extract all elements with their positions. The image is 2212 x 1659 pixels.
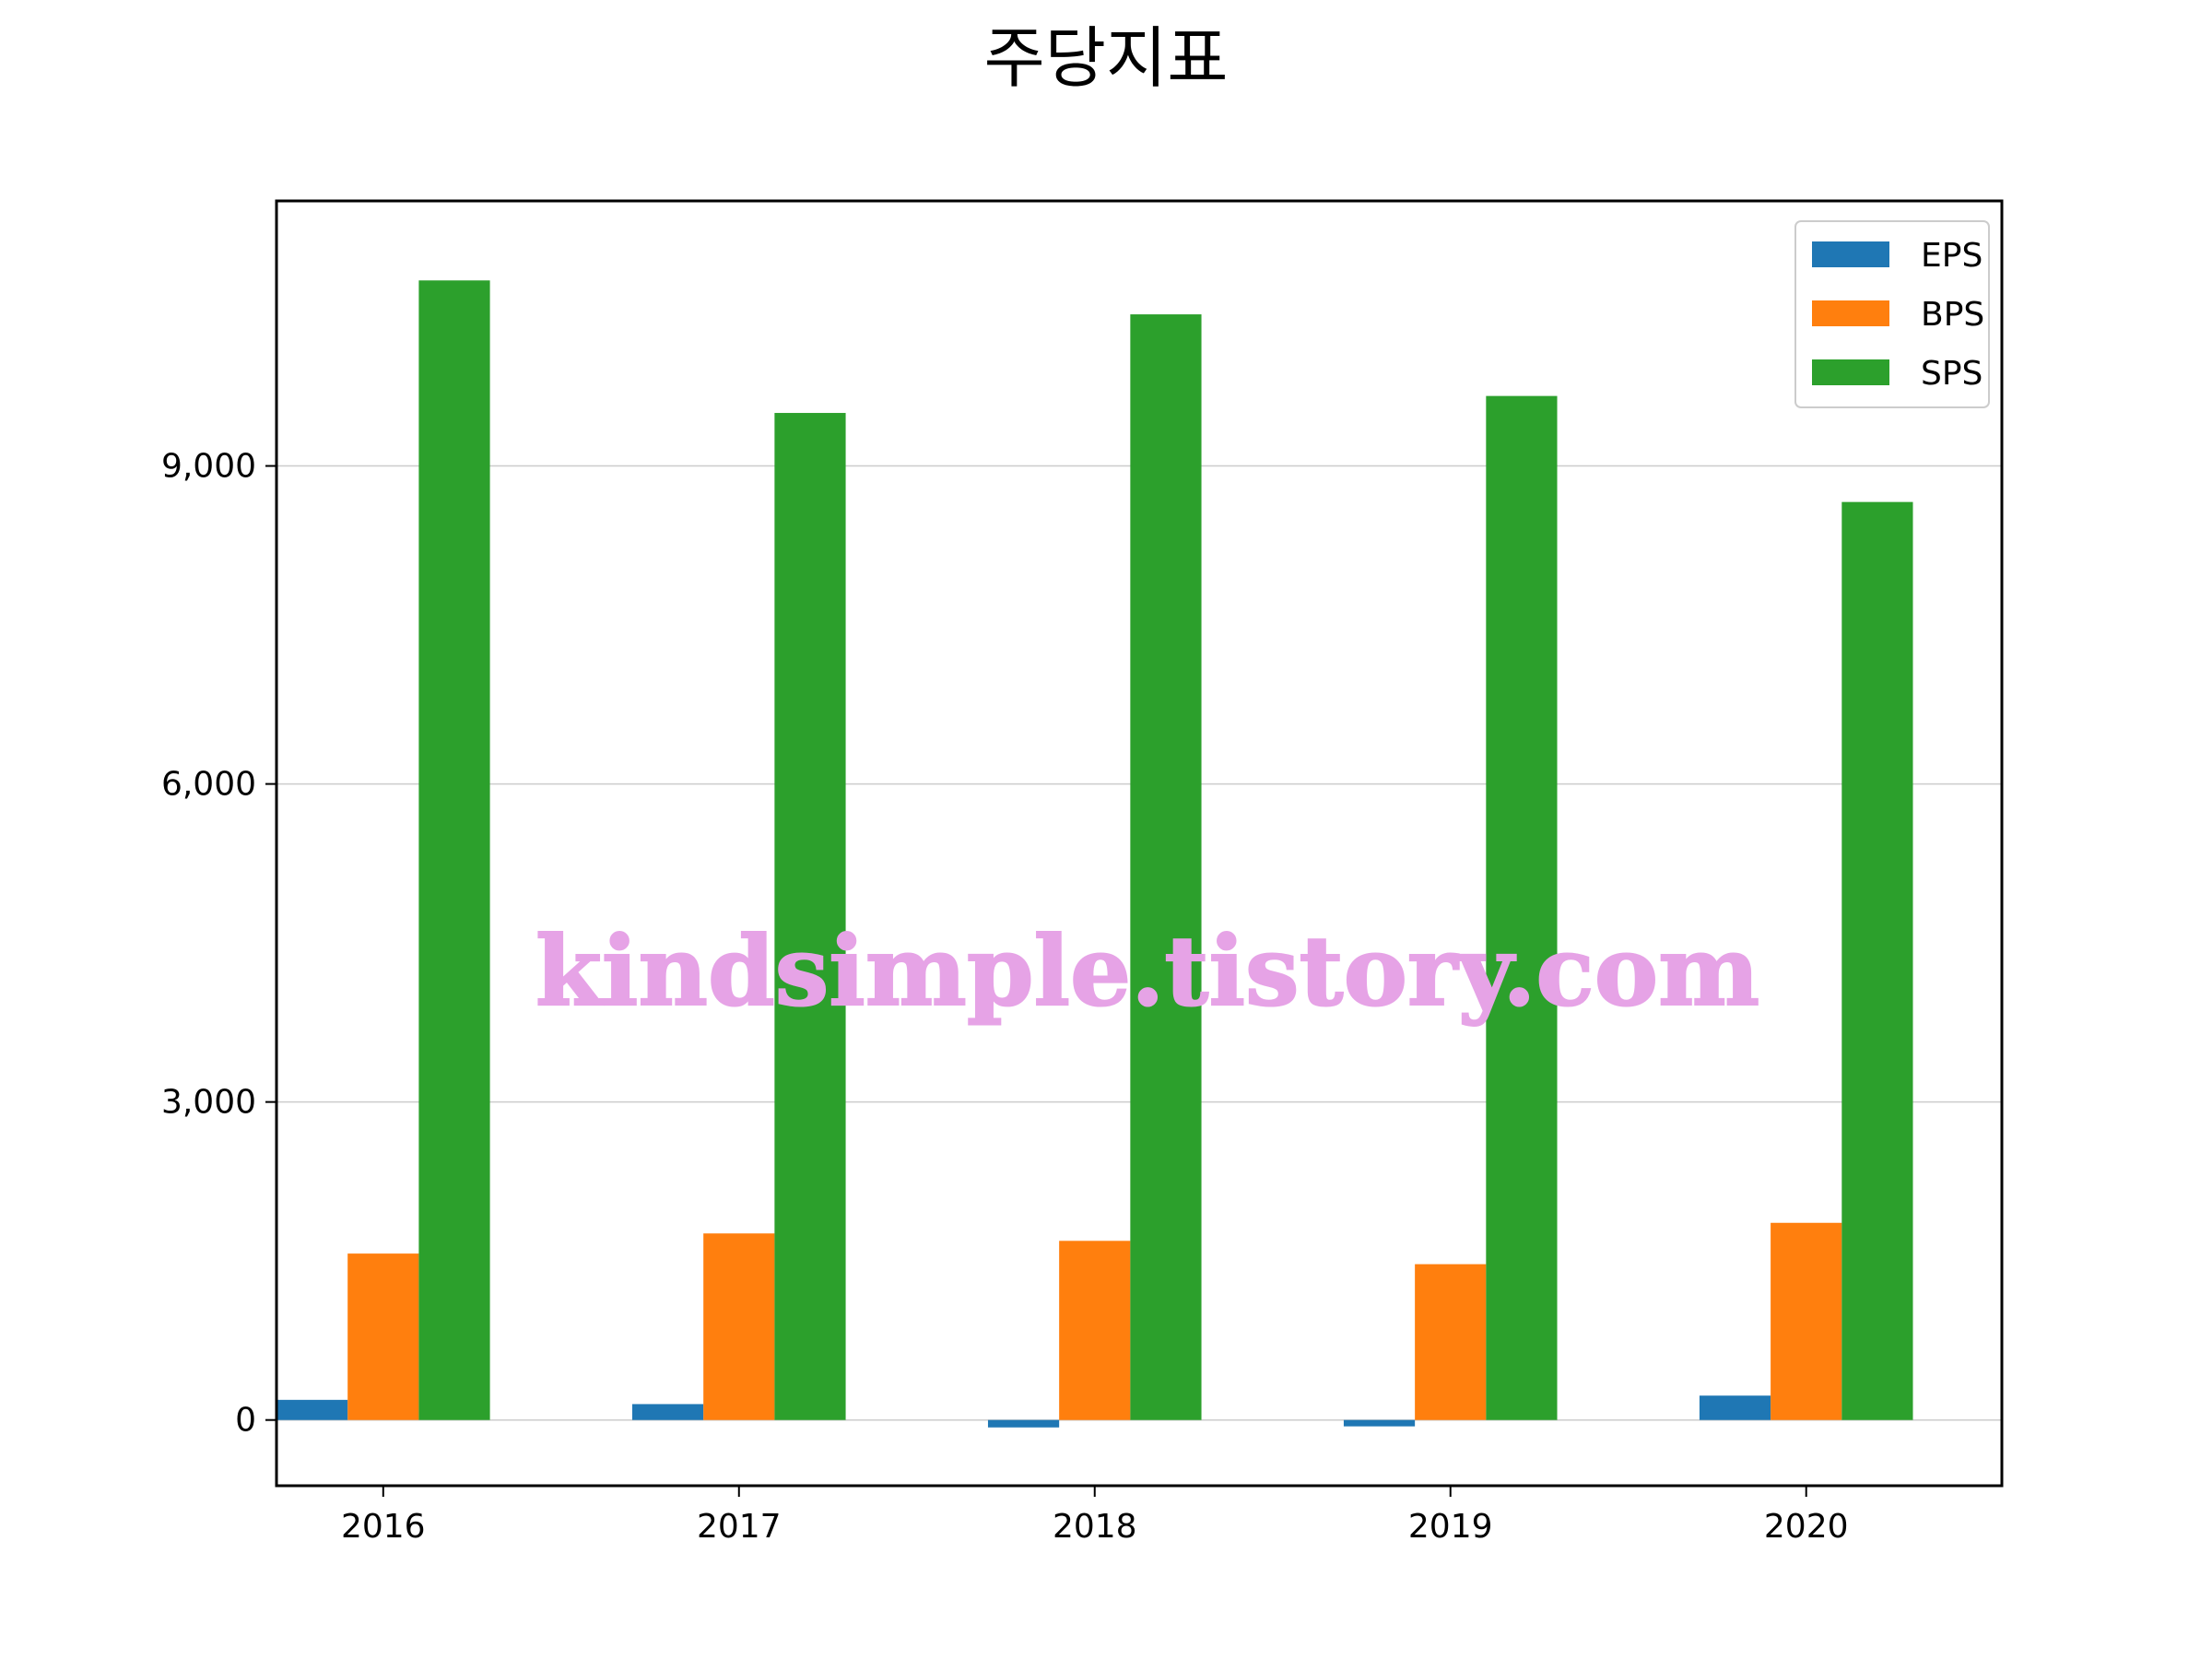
bar-sps-2018 (1130, 314, 1202, 1420)
legend-label-sps: SPS (1921, 355, 1983, 393)
x-tick-label: 2017 (697, 1508, 782, 1546)
legend: EPS BPS SPS (1794, 220, 1990, 408)
bar-bps-2018 (1059, 1241, 1131, 1420)
bar-sps-2017 (774, 413, 846, 1420)
legend-swatch-sps (1812, 359, 1889, 385)
y-tick-label: 9,000 (161, 448, 256, 486)
x-tick-label: 2018 (1053, 1508, 1137, 1546)
legend-swatch-eps (1812, 241, 1889, 267)
bar-eps-2016 (276, 1399, 348, 1420)
bar-sps-2016 (418, 280, 490, 1420)
legend-swatch-bps (1812, 300, 1889, 326)
y-tick-label: 0 (235, 1402, 256, 1440)
axis-ticks: 0 3,000 6,000 9,000 2016 2017 2018 2019 2020 (161, 448, 1849, 1546)
bar-bps-2017 (703, 1233, 775, 1420)
bar-eps-2020 (1699, 1395, 1771, 1420)
y-tick-label: 3,000 (161, 1084, 256, 1122)
plot-frame (275, 199, 2004, 1488)
bar-sps-2020 (1841, 501, 1913, 1420)
bar-eps-2018 (987, 1419, 1060, 1428)
bar-eps-2017 (631, 1404, 704, 1420)
bar-eps-2019 (1343, 1419, 1416, 1427)
watermark-text: kindsimple.tistory.com (535, 914, 1759, 1028)
bar-bps-2020 (1771, 1222, 1842, 1420)
bar-bps-2016 (347, 1253, 419, 1420)
bars (276, 280, 1913, 1428)
x-tick-label: 2019 (1408, 1508, 1493, 1546)
y-tick-label: 6,000 (161, 766, 256, 804)
bar-sps-2019 (1486, 395, 1558, 1420)
x-tick-label: 2020 (1764, 1508, 1849, 1546)
bar-bps-2019 (1415, 1264, 1487, 1420)
chart-title: 주당지표 (984, 19, 1229, 97)
legend-label-bps: BPS (1921, 296, 1984, 334)
legend-label-eps: EPS (1921, 237, 1983, 275)
x-tick-label: 2016 (341, 1508, 426, 1546)
